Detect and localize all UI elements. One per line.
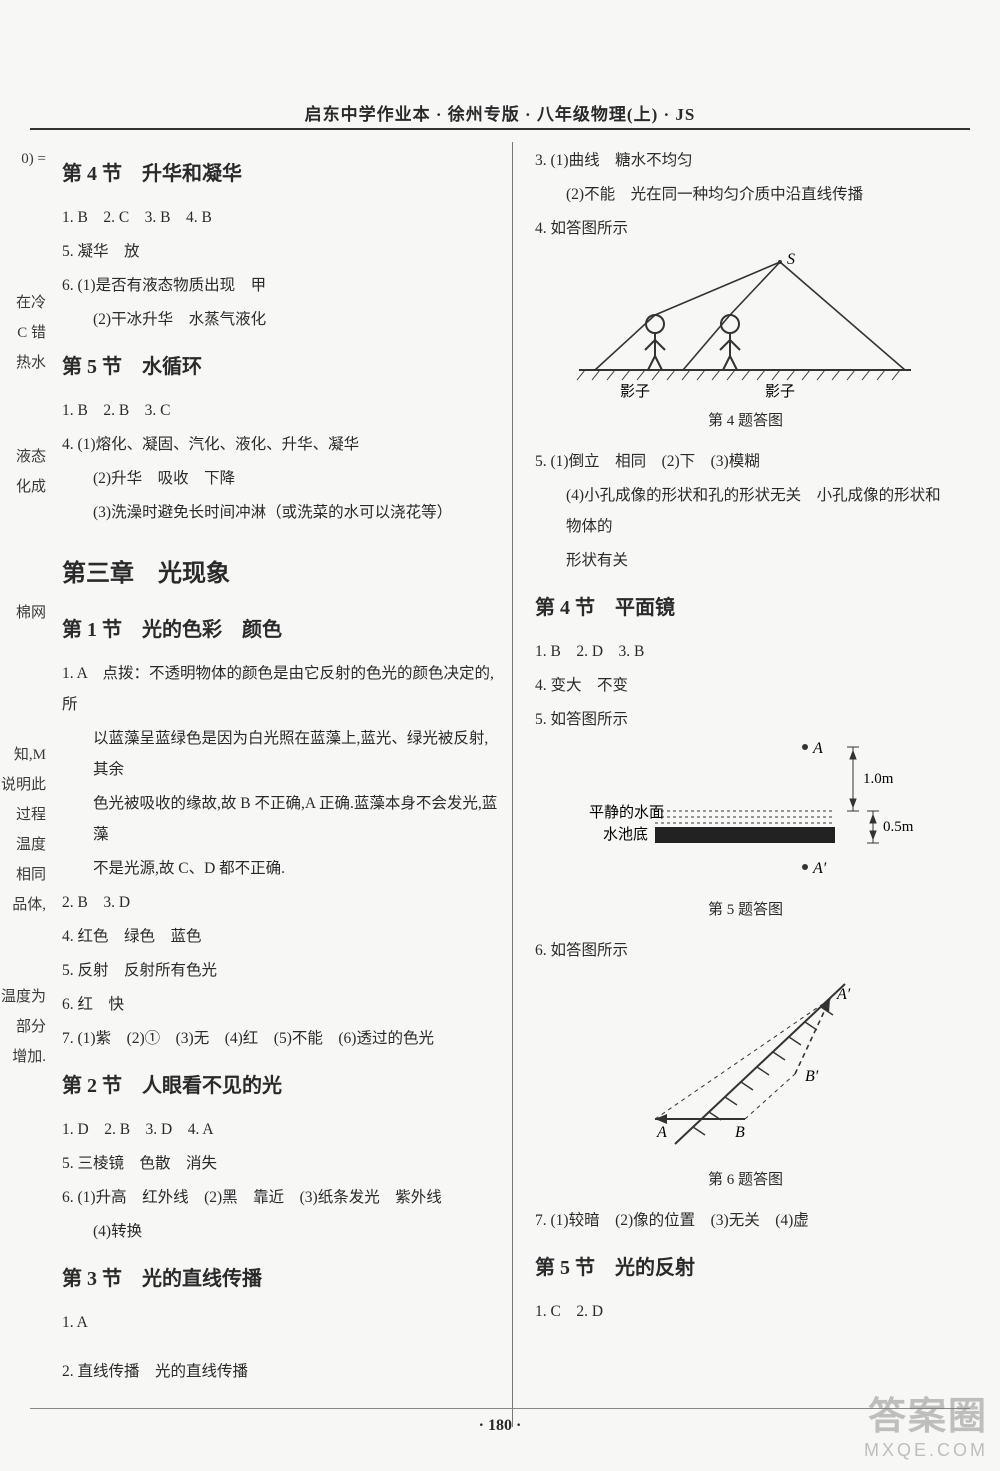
chapter-3-title: 第三章 光现象 <box>62 550 498 598</box>
figure-4-caption: 第 4 题答图 <box>535 406 956 436</box>
answer-line: (4)转换 <box>62 1216 498 1247</box>
figure-6-svg: A B A′ B′ <box>615 969 915 1159</box>
previous-page-sliver: 0) = 在冷C 错热水液态化成棉网知,M说明此过程温度相同品体, 温度为部分增加. <box>0 140 48 1400</box>
section-3-1-title: 第 1 节 光的色彩 颜色 <box>62 610 498 650</box>
watermark: 答案圈 MXQE.COM <box>864 1385 988 1461</box>
label-ap: A′ <box>812 860 827 877</box>
answer-line: 1. B 2. B 3. C <box>62 395 498 426</box>
prev-page-fragment: 说明此 <box>1 770 46 800</box>
section-3-5-title: 第 5 节 光的反射 <box>535 1248 956 1288</box>
prev-page-fragment: C 错 <box>17 318 46 348</box>
section-2-5-title: 第 5 节 水循环 <box>62 347 498 387</box>
answer-line: 以蓝藻呈蓝绿色是因为白光照在蓝藻上,蓝光、绿光被反射,其余 <box>62 723 498 785</box>
footer-rule <box>30 1408 970 1409</box>
prev-page-fragment: 热水 <box>16 348 46 378</box>
prev-page-fragment: 温度 <box>16 830 46 860</box>
page-number: · 180 · <box>0 1417 1000 1435</box>
answer-line: 1. C 2. D <box>535 1296 956 1327</box>
figure-5-svg: A A′ 平静的水面 水池底 <box>585 739 925 889</box>
figure-4: S 影子 影子 <box>565 250 956 400</box>
answer-line: 1. D 2. B 3. D 4. A <box>62 1114 498 1145</box>
answer-line: 5. 反射 反射所有色光 <box>62 955 498 986</box>
answer-line: 5. (1)倒立 相同 (2)下 (3)模糊 <box>535 446 956 477</box>
figure-6: A B A′ B′ <box>615 969 956 1159</box>
section-2-4-title: 第 4 节 升华和凝华 <box>62 154 498 194</box>
prev-page-fragment: 温度为 <box>1 982 46 1012</box>
dim-05m: 0.5m <box>883 819 914 835</box>
answer-line: 5. 三棱镜 色散 消失 <box>62 1148 498 1179</box>
columns: 第 4 节 升华和凝华 1. B 2. C 3. B 4. B 5. 凝华 放 … <box>56 142 970 1427</box>
answer-line: 4. 红色 绿色 蓝色 <box>62 921 498 952</box>
label-b: B <box>735 1124 745 1141</box>
left-column: 第 4 节 升华和凝华 1. B 2. C 3. B 4. B 5. 凝华 放 … <box>56 142 513 1427</box>
label-shadow: 影子 <box>620 383 650 400</box>
answer-line: (2)干冰升华 水蒸气液化 <box>62 304 498 335</box>
answer-line: 4. (1)熔化、凝固、汽化、液化、升华、凝华 <box>62 429 498 460</box>
prev-page-fragment: 液态 <box>16 442 46 472</box>
label-s: S <box>787 251 795 268</box>
figure-5: A A′ 平静的水面 水池底 <box>585 739 956 889</box>
answer-line: 2. B 3. D <box>62 887 498 918</box>
watermark-cn: 答案圈 <box>864 1385 988 1440</box>
answer-line: 2. 直线传播 光的直线传播 <box>62 1356 498 1387</box>
label-a: A <box>656 1124 667 1141</box>
figure-5-caption: 第 5 题答图 <box>535 895 956 925</box>
prev-page-fragment: 增加. <box>12 1042 46 1072</box>
prev-page-fragment: 品体, <box>12 890 46 920</box>
section-3-3-title: 第 3 节 光的直线传播 <box>62 1259 498 1299</box>
answer-line: 6. (1)升高 红外线 (2)黑 靠近 (3)纸条发光 紫外线 <box>62 1182 498 1213</box>
prev-page-fragment: 化成 <box>16 472 46 502</box>
answer-line: 1. A <box>62 1307 498 1338</box>
answer-line: 3. (1)曲线 糖水不均匀 <box>535 145 956 176</box>
answer-line: (2)升华 吸收 下降 <box>62 463 498 494</box>
answer-line: 4. 如答图所示 <box>535 213 956 244</box>
figure-4-svg: S 影子 影子 <box>565 250 925 400</box>
prev-page-fragment: 在冷 <box>16 288 46 318</box>
answer-line: (3)洗澡时避免长时间冲淋（或洗菜的水可以浇花等） <box>62 497 498 528</box>
answer-line: 6. 红 快 <box>62 989 498 1020</box>
watermark-en: MXQE.COM <box>864 1440 988 1461</box>
dim-1m: 1.0m <box>863 771 894 787</box>
answer-line: 色光被吸收的缘故,故 B 不正确,A 正确.蓝藻本身不会发光,蓝藻 <box>62 788 498 850</box>
answer-line: 4. 变大 不变 <box>535 670 956 701</box>
header-rule <box>30 128 970 130</box>
figure-6-caption: 第 6 题答图 <box>535 1165 956 1195</box>
answer-line: 5. 凝华 放 <box>62 236 498 267</box>
label-bottom: 水池底 <box>603 826 648 843</box>
prev-page-fragment: 部分 <box>16 1012 46 1042</box>
prev-page-fragment: 相同 <box>16 860 46 890</box>
answer-line: 1. B 2. D 3. B <box>535 636 956 667</box>
answer-line: 不是光源,故 C、D 都不正确. <box>62 853 498 884</box>
answer-line: 7. (1)紫 (2)① (3)无 (4)红 (5)不能 (6)透过的色光 <box>62 1023 498 1054</box>
answer-line: 6. (1)是否有液态物质出现 甲 <box>62 270 498 301</box>
section-3-2-title: 第 2 节 人眼看不见的光 <box>62 1066 498 1106</box>
label-ap: A′ <box>836 986 851 1003</box>
label-a: A <box>812 740 823 757</box>
prev-page-fragment: 0) = <box>21 144 46 174</box>
page: 启东中学作业本 · 徐州专版 · 八年级物理(上) · JS 0) = 在冷C 错… <box>0 0 1000 1471</box>
answer-line: 形状有关 <box>535 545 956 576</box>
answer-line: 6. 如答图所示 <box>535 935 956 966</box>
label-water: 平静的水面 <box>589 804 664 821</box>
answer-line: (2)不能 光在同一种均匀介质中沿直线传播 <box>535 179 956 210</box>
answer-line: 1. A 点拨：不透明物体的颜色是由它反射的色光的颜色决定的,所 <box>62 658 498 720</box>
prev-page-fragment: 过程 <box>16 800 46 830</box>
prev-page-fragment: 知,M <box>14 740 46 770</box>
answer-line: 1. B 2. C 3. B 4. B <box>62 202 498 233</box>
label-shadow: 影子 <box>765 383 795 400</box>
page-title: 启东中学作业本 · 徐州专版 · 八年级物理(上) · JS <box>0 100 1000 125</box>
right-column: 3. (1)曲线 糖水不均匀 (2)不能 光在同一种均匀介质中沿直线传播 4. … <box>513 142 970 1427</box>
prev-page-fragment: 棉网 <box>16 598 46 628</box>
answer-line: (4)小孔成像的形状和孔的形状无关 小孔成像的形状和物体的 <box>535 480 956 542</box>
label-bp: B′ <box>805 1068 819 1085</box>
section-3-4-title: 第 4 节 平面镜 <box>535 588 956 628</box>
answer-line: 7. (1)较暗 (2)像的位置 (3)无关 (4)虚 <box>535 1205 956 1236</box>
answer-line: 5. 如答图所示 <box>535 704 956 735</box>
